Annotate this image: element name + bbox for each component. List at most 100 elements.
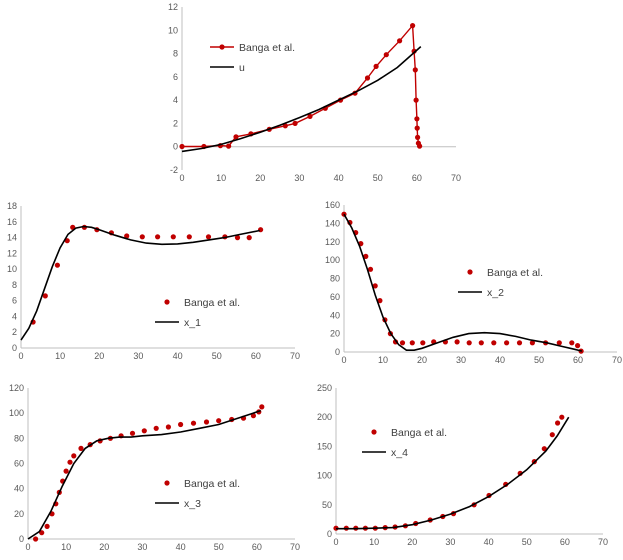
data-point	[363, 253, 369, 259]
data-point	[71, 453, 77, 459]
x-tick-label: 30	[456, 355, 466, 365]
data-point	[203, 419, 210, 425]
x-tick-label: 20	[417, 355, 427, 365]
data-point	[417, 143, 423, 149]
legend-label: Banga et al.	[391, 427, 447, 439]
x-tick-label: 40	[334, 173, 344, 183]
series-banga-et-al	[33, 404, 265, 542]
y-tick-label: 250	[317, 383, 332, 393]
legend-swatch-marker	[371, 429, 377, 435]
series-banga-et-al	[333, 414, 565, 531]
x-tick-label: 10	[61, 542, 71, 552]
x-tick-label: 50	[534, 355, 544, 365]
x-tick-label: 10	[55, 351, 65, 361]
data-point	[226, 143, 232, 149]
data-point	[377, 298, 383, 304]
x-tick-label: 70	[290, 351, 300, 361]
data-point	[33, 536, 39, 542]
data-point	[414, 125, 420, 131]
x-tick-label: 10	[369, 537, 379, 547]
x-tick-label: 30	[445, 537, 455, 547]
data-point	[258, 227, 264, 233]
x-tick-label: 50	[214, 542, 224, 552]
y-tick-label: 160	[325, 200, 340, 210]
data-point	[504, 340, 510, 346]
data-point	[420, 340, 426, 346]
x-tick-label: 30	[137, 542, 147, 552]
data-point	[372, 283, 378, 289]
x-tick-label: 0	[333, 537, 338, 547]
y-tick-label: 60	[330, 292, 340, 302]
series-model-line	[336, 416, 570, 530]
data-point	[63, 468, 69, 474]
legend-label: Banga et al.	[239, 42, 295, 54]
data-point	[367, 266, 374, 272]
x-tick-label: 20	[407, 537, 417, 547]
data-point	[415, 134, 421, 140]
y-tick-label: 0	[327, 529, 332, 539]
data-point	[575, 343, 581, 349]
x-tick-label: 40	[484, 537, 494, 547]
y-tick-label: 20	[14, 509, 24, 519]
legend-swatch-marker	[467, 269, 473, 275]
data-point	[559, 414, 565, 420]
legend-label: Banga et al.	[184, 478, 240, 490]
series-line	[181, 46, 422, 153]
y-tick-label: 4	[173, 95, 178, 105]
x-tick-label: 60	[412, 173, 422, 183]
y-tick-label: 60	[14, 459, 24, 469]
y-tick-label: 20	[330, 329, 340, 339]
series-model-line	[181, 46, 422, 153]
legend: Banga et al. x_1	[155, 297, 240, 329]
y-tick-label: 0	[173, 142, 178, 152]
legend-label: x_4	[391, 447, 408, 459]
x-tick-label: 60	[560, 537, 570, 547]
legend-label: x_3	[184, 498, 201, 510]
data-point	[307, 113, 313, 119]
legend: Banga et al. x_4	[362, 427, 447, 459]
y-tick-label: 10	[168, 25, 178, 35]
legend-swatch-marker	[164, 480, 170, 486]
y-tick-label: 6	[12, 296, 17, 306]
data-point	[549, 432, 555, 438]
y-tick-label: 16	[7, 217, 17, 227]
data-point	[516, 340, 523, 346]
series-model-line	[343, 213, 583, 352]
chart-x_1: 0 10 20 30 40 50 60 70 0 2 4 6 8 10 12 14 16 18 Banga et a…	[7, 201, 300, 361]
data-point	[373, 63, 379, 69]
x-tick-label: 0	[341, 355, 346, 365]
y-tick-label: 0	[12, 343, 17, 353]
series-model-line	[20, 225, 260, 341]
y-tick-label: 80	[14, 433, 24, 443]
data-point	[478, 340, 484, 346]
data-point	[399, 340, 406, 346]
data-point	[541, 446, 547, 452]
data-point	[170, 234, 176, 240]
data-point	[141, 428, 147, 434]
y-tick-label: 2	[12, 327, 17, 337]
x-tick-label: 20	[94, 351, 104, 361]
data-point	[67, 459, 73, 465]
legend: Banga et al. x_2	[458, 267, 543, 299]
x-tick-label: 20	[99, 542, 109, 552]
data-point	[409, 340, 415, 346]
data-point	[155, 234, 161, 240]
legend-label: x_2	[487, 287, 504, 299]
x-tick-label: 40	[495, 355, 505, 365]
data-point	[397, 38, 403, 44]
series-line	[27, 409, 261, 540]
x-tick-label: 30	[294, 173, 304, 183]
data-point	[259, 404, 265, 410]
data-point	[491, 340, 497, 346]
y-tick-label: 100	[9, 408, 24, 418]
y-tick-label: 6	[173, 72, 178, 82]
data-point	[410, 23, 416, 29]
y-tick-label: 8	[173, 49, 178, 59]
data-point	[190, 420, 197, 426]
data-point	[234, 235, 241, 241]
legend: Banga et al. u	[210, 42, 295, 74]
chart-x_3: 0 10 20 30 40 50 60 70 0 20 40 60 80 100 120 Banga et a…	[9, 383, 300, 552]
x-tick-label: 30	[133, 351, 143, 361]
data-point	[413, 97, 419, 103]
